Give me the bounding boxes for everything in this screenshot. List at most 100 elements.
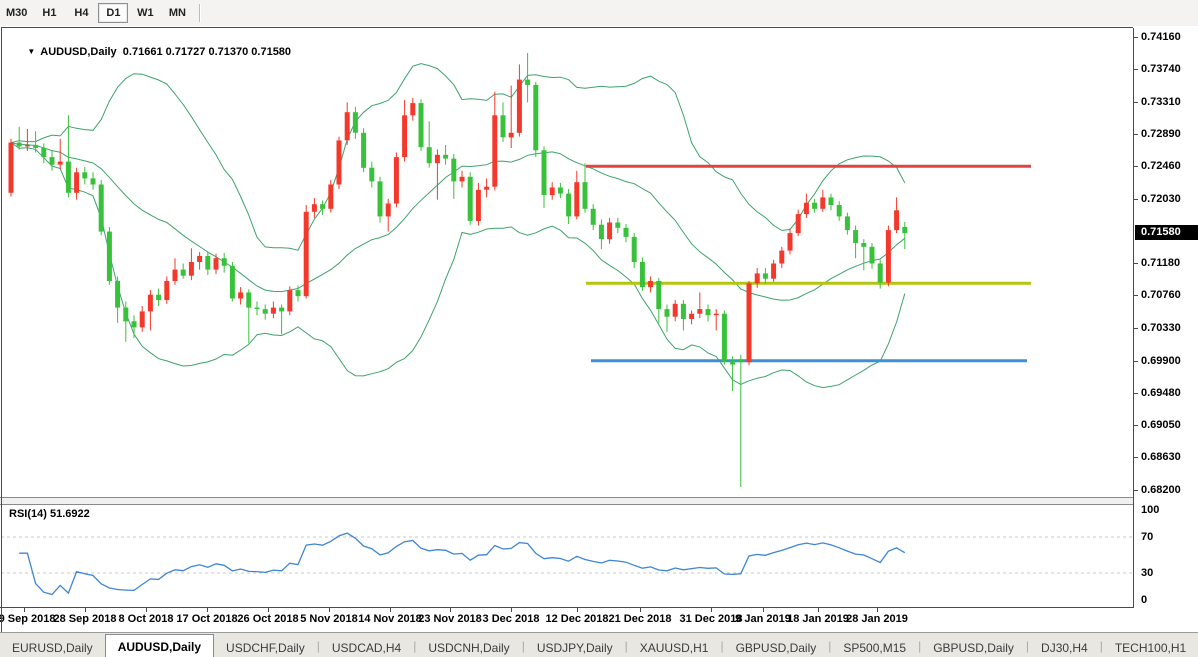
price-axis-tick [1134, 457, 1138, 459]
candle-body [705, 309, 711, 316]
price-axis-tick [1134, 68, 1138, 70]
candle-body [188, 262, 194, 276]
date-axis-label: 17 Oct 2018 [176, 613, 238, 625]
chart-tab-gbpusd-daily[interactable]: GBPUSD,Daily [933, 641, 1014, 655]
timeframe-button-mn[interactable]: MN [162, 3, 192, 23]
price-axis-label: 0.69050 [1141, 419, 1181, 432]
price-axis-label: 0.73310 [1141, 95, 1181, 108]
price-axis-tick [1134, 37, 1138, 38]
candle-body [795, 214, 801, 234]
candle-body [443, 154, 449, 159]
chart-tab-usdchf-daily[interactable]: USDCHF,Daily [226, 641, 305, 655]
symbol-ohlc-line: ▼ AUDUSD,Daily 0.71661 0.71727 0.71370 0.… [9, 34, 291, 70]
candle-body [680, 303, 686, 319]
current-price-tag: 0.71580 [1135, 225, 1198, 241]
candle-body [721, 313, 727, 361]
date-axis-tick [450, 608, 451, 612]
chart-tab-audusd-daily[interactable]: AUDUSD,Daily [104, 634, 215, 657]
ohlc-high: 0.71727 [165, 46, 206, 58]
chart-tab-gbpusd-daily[interactable]: GBPUSD,Daily [735, 641, 817, 655]
candle-body [33, 144, 39, 148]
rsi-axis-label: 0 [1141, 594, 1148, 606]
chart-tab-sp500-m15[interactable]: SP500,M15 [843, 641, 907, 655]
candle-body [402, 115, 408, 158]
candle-body [762, 273, 768, 279]
candle-body [467, 176, 473, 221]
candle-body [369, 167, 375, 182]
candle-body [98, 184, 104, 232]
candle-body [90, 178, 96, 185]
ohlc-close: 0.71580 [251, 46, 292, 58]
candle-body [672, 303, 678, 317]
candle-body [738, 359, 744, 363]
ohlc-open: 0.71661 [122, 46, 163, 58]
price-axis-tick [1134, 133, 1138, 135]
candle-body [877, 263, 883, 283]
timeframe-toolbar: M30 H1 H4 D1 W1 MN [0, 0, 1198, 27]
price-axis-label: 0.72890 [1141, 127, 1181, 140]
price-pane-canvas[interactable] [1, 28, 1133, 497]
pane-splitter[interactable] [0, 497, 1133, 505]
candle-body [229, 265, 235, 299]
date-axis-tick [640, 608, 641, 612]
candle-body [697, 309, 703, 314]
chart-tab-usdcad-h4[interactable]: USDCAD,H4 [331, 641, 402, 655]
price-axis-label: 0.71180 [1141, 257, 1181, 270]
tab-separator: | [1099, 638, 1103, 653]
candle-body [254, 307, 260, 310]
candle-body [492, 115, 498, 187]
candle-body [459, 176, 465, 182]
candle-body [303, 211, 309, 297]
timeframe-button-m30[interactable]: M30 [1, 3, 32, 23]
chart-tab-dj30-h4[interactable]: DJ30,H4 [1041, 641, 1088, 655]
symbol-dropdown-icon[interactable]: ▼ [27, 47, 36, 56]
candle-body [689, 313, 695, 319]
candle-body [320, 204, 326, 209]
tab-separator: | [828, 638, 832, 653]
bollinger-lower-band [10, 142, 906, 389]
candle-body [344, 112, 350, 141]
chart-tab-usdcnh-daily[interactable]: USDCNH,Daily [428, 641, 510, 655]
candle-body [508, 132, 514, 138]
rsi-indicator-label: RSI(14) 51.6922 [9, 508, 90, 520]
tab-separator: | [720, 638, 724, 653]
candle-body [74, 172, 80, 193]
chart-tab-xauusd-h1[interactable]: XAUUSD,H1 [639, 641, 709, 655]
price-axis-tick [1134, 101, 1138, 103]
chart-tab-bar: EURUSD,Daily AUDUSD,Daily USDCHF,Daily | USD… [0, 632, 1198, 657]
date-axis-tick [711, 608, 712, 612]
chart-tab-usdjpy-daily[interactable]: USDJPY,Daily [536, 641, 613, 655]
candle-body [213, 258, 219, 270]
candle-body [566, 193, 572, 217]
price-axis-label: 0.68630 [1141, 451, 1181, 464]
timeframe-button-h1[interactable]: H1 [34, 3, 64, 23]
candle-body [385, 203, 391, 217]
candle-body [836, 205, 842, 217]
candle-body [123, 307, 129, 322]
candle-body [65, 161, 71, 193]
candle-body [787, 233, 793, 251]
price-axis-label: 0.70760 [1141, 289, 1181, 302]
candle-body [500, 115, 506, 138]
candle-body [869, 246, 875, 264]
timeframe-button-d1[interactable]: D1 [98, 3, 129, 23]
candle-body [410, 103, 416, 116]
candle-body [894, 210, 900, 231]
timeframe-button-w1[interactable]: W1 [130, 3, 160, 23]
candle-body [352, 112, 358, 133]
rsi-axis-label: 70 [1141, 531, 1154, 543]
rsi-pane-canvas[interactable] [1, 503, 1133, 607]
timeframe-button-h4[interactable]: H4 [66, 3, 96, 23]
candle-body [803, 202, 809, 215]
price-axis-label: 0.69900 [1141, 354, 1181, 367]
candle-body [549, 187, 555, 196]
date-axis-tick [577, 608, 578, 612]
chart-tab-eurusd-daily[interactable]: EURUSD,Daily [12, 641, 93, 655]
candle-body [393, 157, 399, 204]
tab-separator: | [521, 638, 525, 653]
chart-tab-tech100-h1[interactable]: TECH100,H1 [1114, 641, 1187, 655]
ohlc-low: 0.71370 [208, 46, 249, 58]
candle-body [164, 281, 170, 300]
